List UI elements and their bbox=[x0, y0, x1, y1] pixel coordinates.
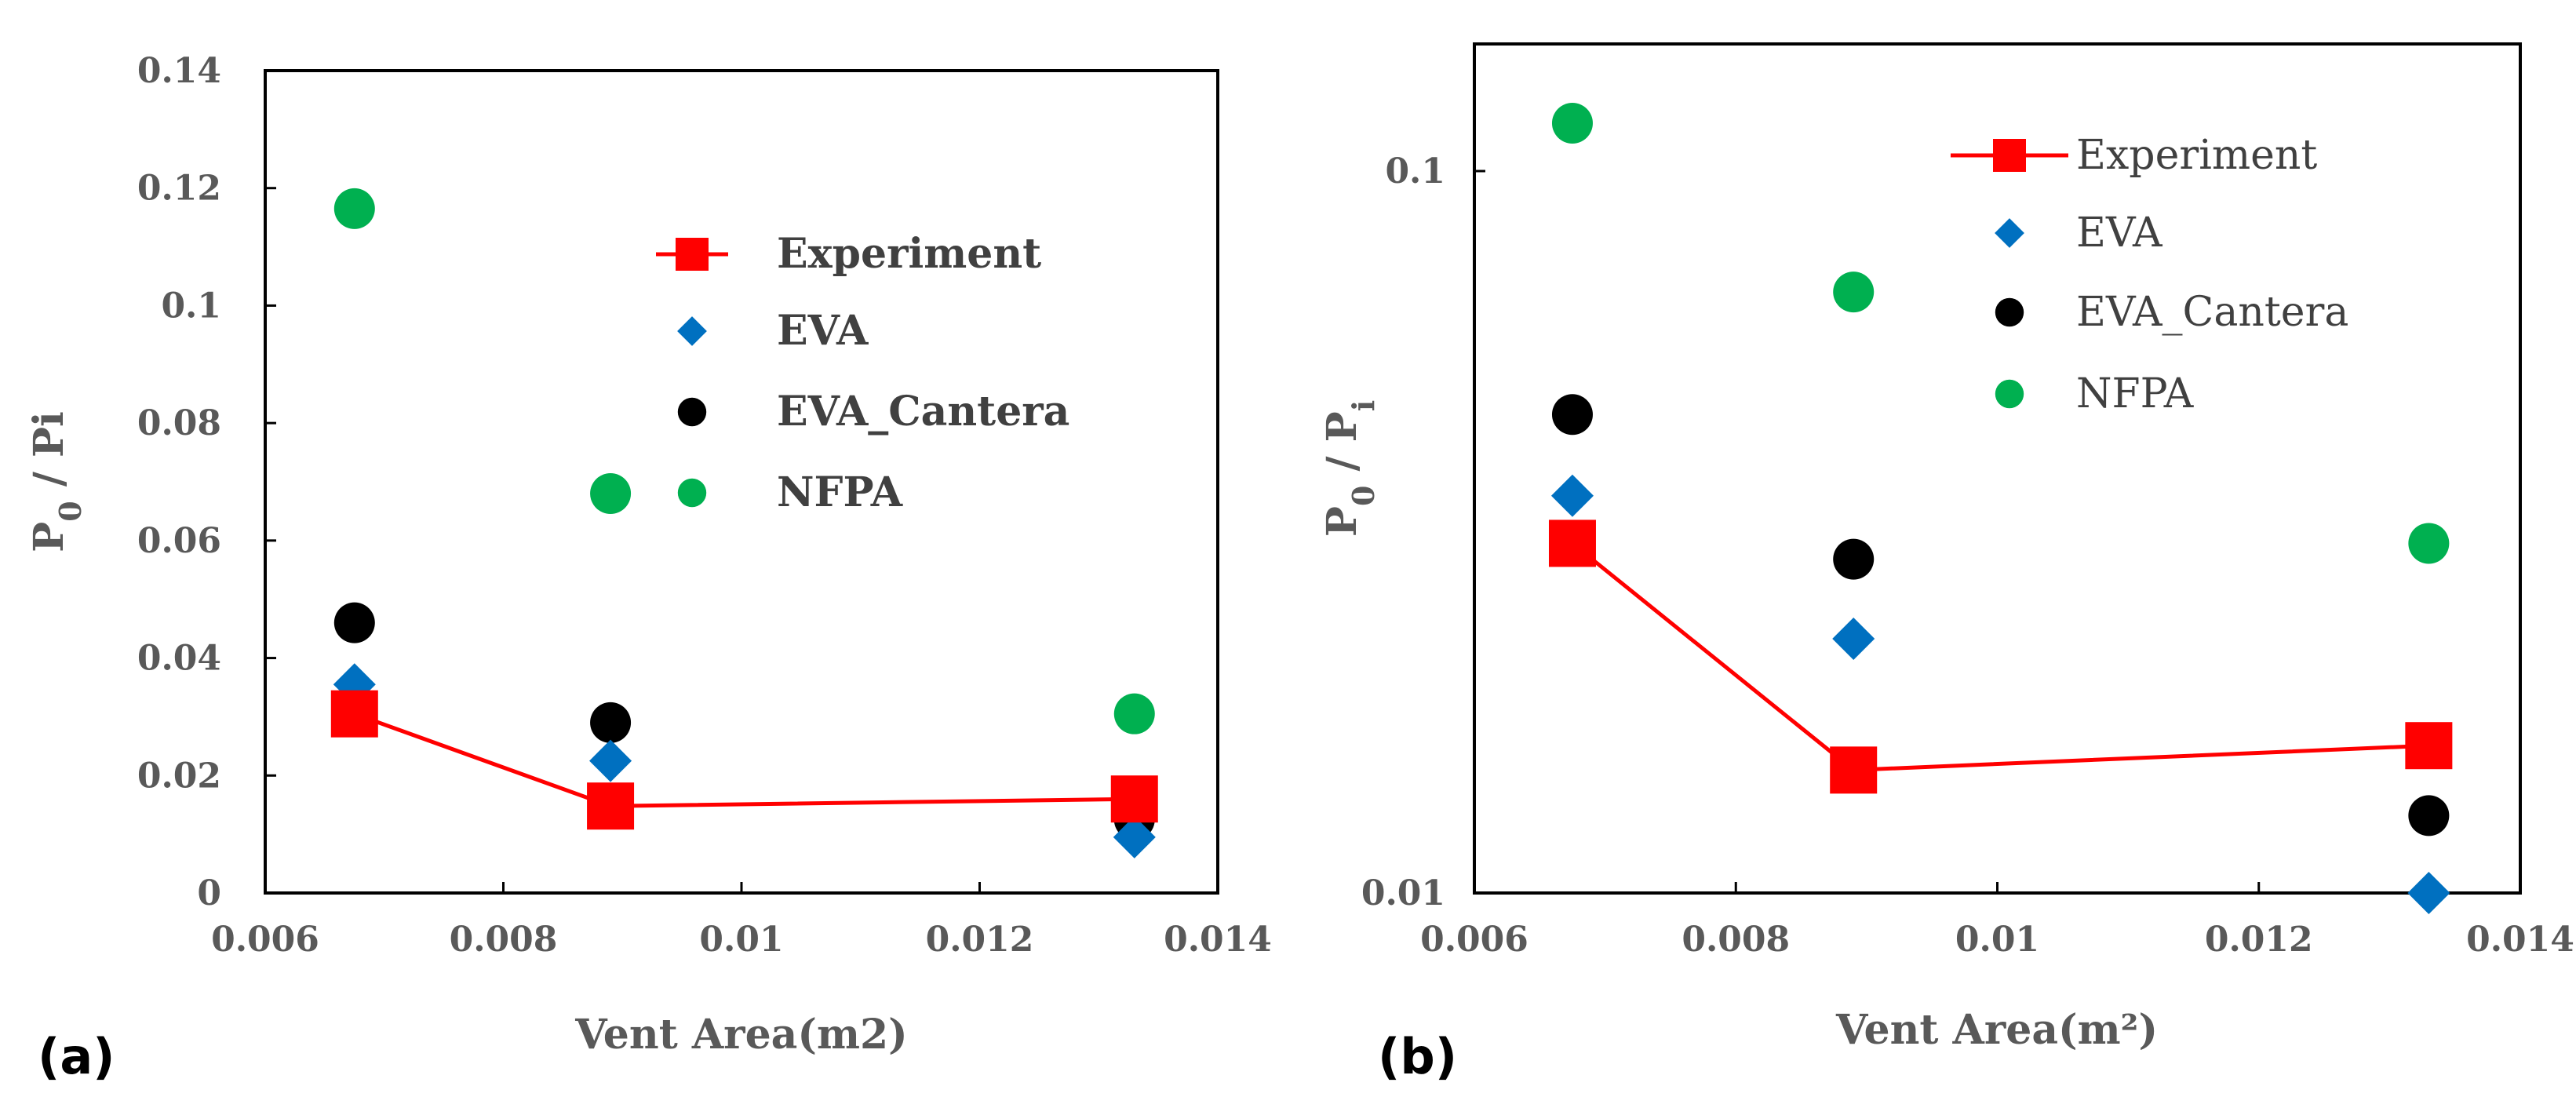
data-point-nfpa bbox=[1551, 102, 1593, 144]
data-point-eva bbox=[1550, 474, 1594, 517]
y-tick-label: 0.02 bbox=[137, 756, 221, 796]
plot-area-frame bbox=[264, 69, 1219, 895]
x-tick-label: 0.014 bbox=[1164, 920, 1272, 960]
legend-label-experiment: Experiment bbox=[777, 230, 1041, 278]
series-line-experiment bbox=[1571, 541, 2429, 772]
data-point-nfpa bbox=[1113, 693, 1155, 734]
panel-label: (a) bbox=[38, 1028, 115, 1085]
x-tick-label: 0.01 bbox=[1955, 920, 2039, 960]
series-experiment bbox=[330, 690, 1158, 830]
series-eva bbox=[1550, 474, 2450, 914]
data-point-nfpa bbox=[2408, 523, 2450, 564]
chart-panel-2: 0.01 0.1 0.006 0.008 0.01 0.012 0.014 Vent Area… bbox=[1318, 42, 2574, 1085]
x-tick-label: 0.008 bbox=[1682, 920, 1790, 960]
legend-marker-eva bbox=[1995, 218, 2024, 248]
y-tick-label: 0.14 bbox=[137, 51, 221, 91]
legend-label-eva_cantera: EVA_Cantera bbox=[2076, 289, 2348, 336]
data-point-nfpa bbox=[1833, 272, 1875, 313]
data-point-eva bbox=[2407, 872, 2450, 914]
x-tick-label: 0.012 bbox=[2205, 920, 2313, 960]
y-axis-title: P0 / Pi bbox=[25, 411, 88, 552]
y-axis-title: P0 / Pi bbox=[1318, 400, 1381, 537]
series-experiment bbox=[1548, 519, 2453, 794]
data-point-experiment bbox=[1548, 519, 1596, 567]
x-tick-label: 0.006 bbox=[1420, 920, 1528, 960]
x-tick-label: 0.01 bbox=[699, 920, 783, 960]
chart-panel-1: 0 0.02 0.04 0.06 0.08 0.1 0.12 0.14 0.006 0.008 0.… bbox=[25, 51, 1272, 1085]
x-axis-title: Vent Area(m2) bbox=[574, 1011, 908, 1059]
data-point-nfpa bbox=[333, 188, 375, 229]
panel-label: (b) bbox=[1378, 1028, 1457, 1085]
data-point-eva_cantera bbox=[333, 602, 375, 643]
series-eva bbox=[333, 663, 1156, 858]
data-point-eva_cantera bbox=[1833, 538, 1875, 580]
series-line-experiment bbox=[353, 712, 1135, 808]
x-axis-title: Vent Area(m²) bbox=[1835, 1006, 2158, 1054]
legend-marker-experiment bbox=[676, 238, 709, 271]
data-point-experiment bbox=[1830, 746, 1878, 794]
legend: Experiment EVA EVA_Cantera NFPA bbox=[656, 230, 1069, 516]
data-point-eva bbox=[1832, 617, 1875, 660]
x-tick-label: 0.012 bbox=[926, 920, 1034, 960]
data-point-experiment bbox=[2405, 722, 2453, 770]
y-tick-label: 0.06 bbox=[137, 521, 221, 561]
legend-label-eva: EVA bbox=[777, 307, 869, 355]
legend-marker-experiment bbox=[1993, 139, 2026, 172]
data-point-eva bbox=[1113, 815, 1156, 858]
data-point-experiment bbox=[587, 782, 635, 830]
legend-label-experiment: Experiment bbox=[2076, 132, 2317, 179]
data-point-experiment bbox=[1110, 775, 1158, 823]
series-nfpa bbox=[333, 188, 1155, 734]
data-point-eva_cantera bbox=[2408, 795, 2450, 836]
y-tick-label: 0.1 bbox=[1385, 151, 1445, 191]
y-tick-label: 0.12 bbox=[137, 169, 221, 209]
x-tick-label: 0.008 bbox=[450, 920, 558, 960]
data-point-nfpa bbox=[590, 472, 632, 514]
legend-marker-nfpa bbox=[1995, 379, 2024, 409]
y-tick-label: 0.08 bbox=[137, 403, 221, 443]
legend-marker-eva bbox=[677, 316, 707, 346]
y-tick-label: 0 bbox=[197, 873, 221, 913]
data-point-eva_cantera bbox=[1551, 394, 1593, 436]
y-tick-label: 0.04 bbox=[137, 639, 221, 679]
y-tick-label: 0.01 bbox=[1361, 873, 1445, 913]
legend-marker-nfpa bbox=[677, 478, 707, 508]
legend-label-nfpa: NFPA bbox=[2076, 370, 2195, 417]
legend-label-nfpa: NFPA bbox=[777, 468, 903, 516]
y-tick-label: 0.1 bbox=[161, 286, 221, 326]
legend-marker-eva_cantera bbox=[1995, 297, 2024, 327]
data-point-eva bbox=[589, 739, 632, 782]
legend-label-eva_cantera: EVA_Cantera bbox=[777, 388, 1069, 436]
legend: Experiment EVA EVA_Cantera NFPA bbox=[1951, 132, 2348, 417]
data-point-eva_cantera bbox=[590, 702, 632, 743]
legend-marker-eva_cantera bbox=[677, 397, 707, 427]
x-tick-label: 0.014 bbox=[2466, 920, 2574, 960]
series-nfpa bbox=[1551, 102, 2450, 564]
data-point-experiment bbox=[330, 690, 378, 738]
legend-label-eva: EVA bbox=[2076, 210, 2163, 257]
x-tick-label: 0.006 bbox=[211, 920, 319, 960]
series-eva_cantera bbox=[1551, 394, 2450, 836]
